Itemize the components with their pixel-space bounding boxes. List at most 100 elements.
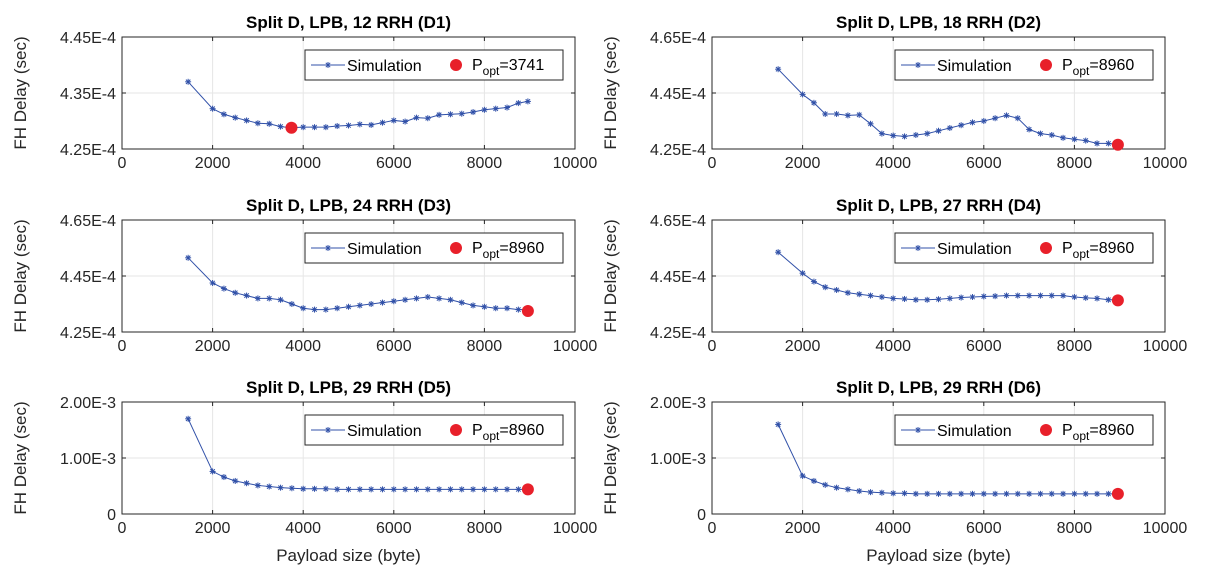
data-point-stroke [425,486,431,492]
data-point-stroke [935,491,942,497]
data-point-stroke [504,105,510,111]
data-point-stroke [992,115,998,121]
data-point-stroke [856,488,862,494]
data-point [424,294,431,300]
data-point-stroke [879,294,885,300]
x-tick-label: 10000 [553,520,598,537]
data-point [935,296,942,303]
data-point [1094,490,1101,497]
data-point-stroke [334,486,340,492]
x-tick-label: 8000 [467,520,503,537]
data-point-stroke [958,491,964,497]
data-point-stroke [811,478,817,484]
data-point-stroke [345,122,352,129]
chart-panel-5: 0 2000 4000 6000 8000 10000 0 1.00E-3 2.00E-3 Spl… [11,378,597,565]
legend: Simulation Popt=3741 [304,49,564,81]
y-axis-label: FH Delay (sec) [11,36,30,149]
x-tick-label: 2000 [195,338,231,355]
data-point-stroke [525,98,531,104]
data-point [992,293,999,300]
chart-panel-6: 0 2000 4000 6000 8000 10000 0 1.00E-3 2.00E-3 Spl… [601,378,1187,565]
data-point-stroke [856,112,862,118]
legend-label-simulation: Simulation [937,423,1012,440]
data-point [185,254,192,261]
data-point-stroke [515,307,521,313]
data-point-stroke [969,119,976,125]
data-point [515,486,522,493]
data-point-stroke [185,255,191,261]
data-point [334,123,341,130]
data-point-stroke [1003,491,1010,497]
data-point-stroke [1083,138,1089,144]
data-point-stroke [277,297,284,303]
data-point-stroke [775,421,781,427]
data-point [368,301,375,307]
x-tick-label: 2000 [195,155,231,172]
y-axis-label: FH Delay (sec) [601,219,620,332]
chart-title: Split D, LPB, 29 RRH (D5) [246,378,451,397]
data-point-stroke [413,295,420,301]
data-point [345,122,352,129]
data-point-stroke [1015,115,1021,121]
legend-box [894,414,1154,446]
data-point-stroke [845,486,851,492]
chart-title: Split D, LPB, 29 RRH (D6) [836,378,1041,397]
legend-label-optimum: Popt=3741 [472,57,544,78]
data-point [833,287,840,293]
data-point-stroke [901,296,908,302]
data-point [946,125,953,131]
data-point [243,117,250,124]
legend-opt-subscript: opt [483,247,500,261]
data-point [220,285,227,292]
data-point [390,486,397,493]
x-tick-label: 0 [118,338,127,355]
data-point-stroke [800,270,806,276]
data-point [867,120,874,127]
data-point-stroke [924,297,930,303]
data-point [368,486,375,493]
data-point-stroke [459,300,465,306]
data-point [288,485,295,492]
data-point-stroke [947,491,953,497]
data-point-stroke [834,287,840,293]
legend-box [304,414,564,446]
legend-p-symbol: P [1062,57,1073,74]
legend-marker-stroke [325,245,331,251]
data-point-stroke [515,100,521,106]
data-point-stroke [981,118,987,124]
data-point [254,482,261,489]
data-point [833,111,840,117]
data-point [254,295,261,302]
data-point-stroke [775,249,781,255]
data-point [844,486,851,493]
legend-marker-stroke [915,245,921,251]
data-point-stroke [1094,491,1100,497]
data-point [1094,140,1101,147]
data-point-stroke [481,107,487,113]
data-point [1026,490,1033,497]
data-point-stroke [775,66,781,72]
data-point [844,112,851,119]
data-point-stroke [345,304,352,310]
data-point-stroke [969,294,976,300]
x-tick-label: 6000 [376,520,412,537]
data-point [288,301,295,307]
optimum-marker [521,483,534,496]
data-point-stroke [879,131,885,137]
x-tick-label: 2000 [785,155,821,172]
data-point [413,486,420,493]
data-point [935,490,942,497]
x-tick-label: 10000 [553,338,598,355]
data-point [447,486,454,493]
data-point [492,105,499,112]
legend-label-simulation: Simulation [347,423,422,440]
data-point [867,292,874,299]
data-point [277,296,284,303]
data-point-stroke [1071,491,1077,497]
legend-optimum-value: =3741 [499,57,544,74]
y-tick-label: 4.45E-4 [60,30,116,47]
legend-label-simulation: Simulation [937,58,1012,75]
data-point [1060,292,1067,299]
data-point-stroke [515,486,521,492]
data-point-stroke [210,280,216,286]
